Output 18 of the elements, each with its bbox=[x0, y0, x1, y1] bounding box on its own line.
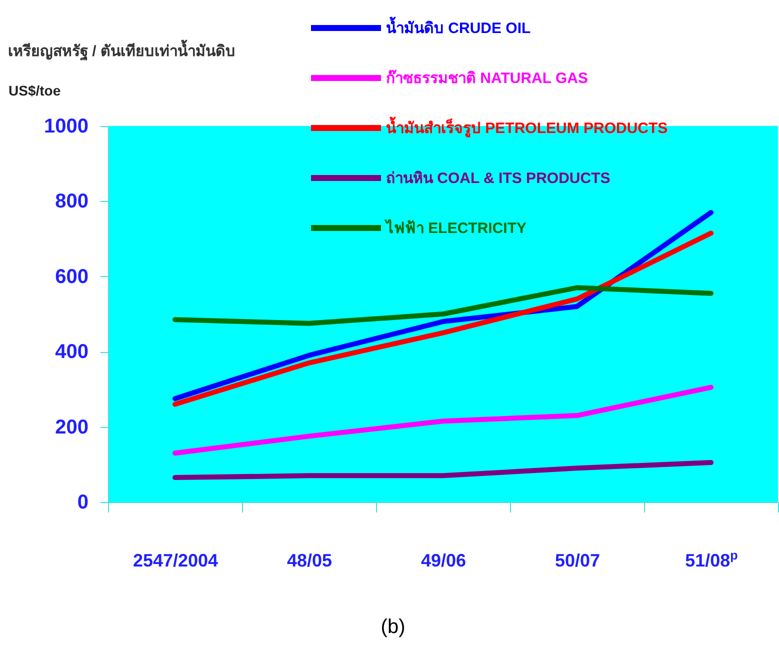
legend-label: ไฟฟ้า ELECTRICITY bbox=[384, 218, 527, 237]
legend-label: ก๊าซธรรมชาติ NATURAL GAS bbox=[386, 69, 588, 87]
y-axis-title: US$/toe bbox=[8, 82, 61, 98]
y-tick-label: 1000 bbox=[44, 116, 88, 138]
y-tick-label: 200 bbox=[55, 416, 88, 438]
x-tick-label: 48/05 bbox=[286, 550, 332, 570]
x-tick-label: 51/08$^{p}$ bbox=[685, 548, 738, 570]
x-tick-label: 2547/2004 bbox=[132, 550, 218, 570]
y-tick-label: 600 bbox=[55, 266, 88, 288]
chart-title: เหรียญสหรัฐ / ตันเทียบเท่าน้ำมันดิบ bbox=[8, 39, 236, 61]
y-tick-label: 400 bbox=[55, 341, 88, 364]
y-tick-label: 800 bbox=[55, 190, 88, 213]
x-tick-label: 49/06 bbox=[420, 550, 466, 570]
text: (b) bbox=[380, 616, 406, 638]
legend-label: น้ำมันดิบ CRUDE OIL bbox=[386, 16, 531, 37]
x-tick-label: 50/07 bbox=[554, 550, 600, 570]
legend-label: ถ่านหิน COAL & ITS PRODUCTS bbox=[386, 169, 610, 187]
y-tick-label: 0 bbox=[77, 492, 88, 514]
